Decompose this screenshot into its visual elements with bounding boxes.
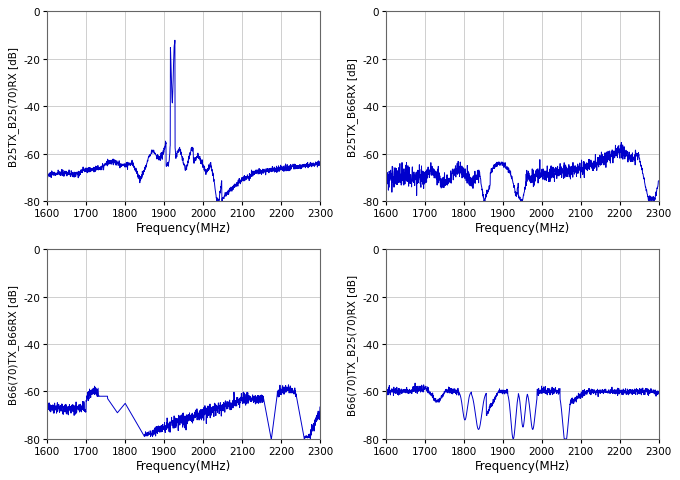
Y-axis label: B25TX_B66RX [dB]: B25TX_B66RX [dB] [347, 58, 358, 156]
X-axis label: Frequency(MHz): Frequency(MHz) [136, 459, 231, 472]
X-axis label: Frequency(MHz): Frequency(MHz) [475, 221, 570, 234]
X-axis label: Frequency(MHz): Frequency(MHz) [475, 459, 570, 472]
Y-axis label: B66(70)TX_B66RX [dB]: B66(70)TX_B66RX [dB] [8, 285, 19, 404]
Y-axis label: B25TX_B25(70)RX [dB]: B25TX_B25(70)RX [dB] [8, 47, 19, 167]
X-axis label: Frequency(MHz): Frequency(MHz) [136, 221, 231, 234]
Y-axis label: B66(70)TX_B25(70)RX [dB]: B66(70)TX_B25(70)RX [dB] [347, 274, 358, 415]
